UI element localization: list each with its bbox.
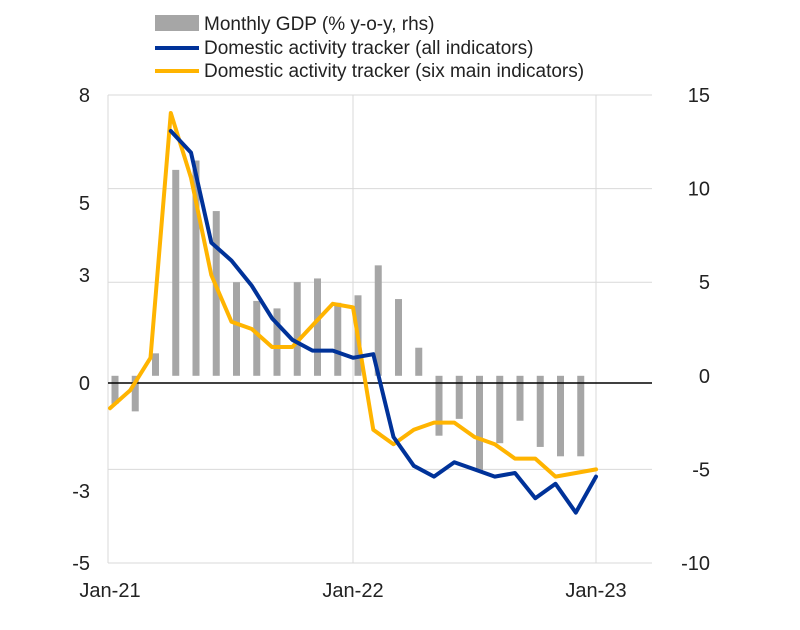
left-tick-label: 3: [79, 265, 90, 287]
gdp-bar: [536, 375, 544, 447]
gdp-bar: [293, 282, 301, 376]
gdp-bar: [476, 375, 483, 472]
gdp-bar: [172, 169, 180, 376]
tracker-lines: [108, 111, 598, 515]
gdp-bar: [374, 265, 382, 376]
gdp-bar: [334, 302, 342, 376]
x-axis: Jan-21 Jan-22 Jan-23: [79, 580, 626, 602]
gdp-bar: [516, 375, 524, 421]
x-tick-label: Jan-22: [322, 580, 383, 602]
gdp-bar: [496, 375, 504, 444]
x-tick-label: Jan-23: [565, 580, 626, 602]
right-tick-label: -10: [681, 553, 710, 575]
left-tick-label: -3: [72, 481, 90, 503]
right-tick-label: 0: [699, 366, 710, 388]
left-tick-label: -5: [72, 553, 90, 575]
right-tick-label: 15: [688, 85, 710, 107]
gdp-bar: [131, 375, 139, 412]
right-tick-label: -5: [692, 459, 710, 481]
legend-label-six-indicators: Domestic activity tracker (six main indi…: [204, 61, 584, 82]
gdp-bar: [253, 300, 261, 376]
gdp-bar: [415, 347, 423, 376]
legend-label-all-indicators: Domestic activity tracker (all indicator…: [204, 38, 533, 59]
left-axis: -5 -3 0 3 5 8: [72, 85, 90, 575]
gdp-bar: [557, 375, 564, 457]
legend-label-gdp: Monthly GDP (% y-o-y, rhs): [204, 14, 435, 35]
gdp-bar: [273, 308, 281, 376]
gdp-bar: [192, 160, 200, 376]
gdp-bar: [435, 375, 443, 436]
line-six-main-indicators: [108, 111, 598, 479]
left-tick-label: 0: [79, 373, 90, 395]
right-axis: -10 -5 0 5 10 15: [681, 85, 710, 575]
gdp-bar: [212, 211, 220, 376]
gdp-bar: [577, 375, 585, 457]
left-tick-label: 5: [79, 193, 90, 215]
gdp-bar: [111, 375, 119, 404]
legend-swatch-gdp: [155, 15, 199, 31]
gdp-bar: [152, 353, 159, 376]
left-tick-label: 8: [79, 85, 90, 107]
right-tick-label: 5: [699, 272, 710, 294]
gdp-bar: [395, 299, 402, 376]
gdp-bars: [111, 160, 585, 472]
gdp-bar: [314, 278, 321, 376]
x-tick-label: Jan-21: [79, 580, 140, 602]
line-all-indicators: [168, 129, 598, 515]
gdp-bar: [233, 282, 240, 376]
right-tick-label: 10: [688, 179, 710, 201]
gdp-bar: [455, 375, 463, 419]
legend: Monthly GDP (% y-o-y, rhs) Domestic acti…: [155, 14, 584, 82]
